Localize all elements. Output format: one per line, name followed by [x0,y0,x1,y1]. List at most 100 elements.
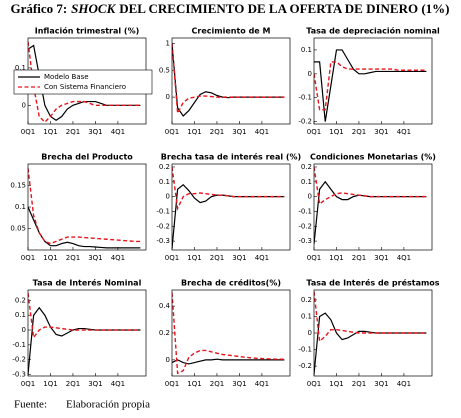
footer-label: Fuente: [14,399,47,411]
x-tick-label: 1Q1 [43,128,57,136]
y-tick-label: 0.2 [159,163,170,171]
y-tick-label: 0.1 [159,178,170,186]
y-tick-label: -0.2 [298,118,312,126]
series-line [172,43,285,117]
y-tick-label: 0.2 [301,163,312,171]
plot-frame [27,289,147,377]
x-tick-label: 1Q1 [187,380,201,388]
y-tick-label: 0 [22,101,26,109]
title-label: Gráfico 7: [11,1,68,16]
chart-title: Condiciones Monetarias (%) [310,153,436,162]
series-line [314,61,427,111]
x-tick-label: 1Q1 [187,128,201,136]
series-line [172,358,285,365]
series-line [172,43,285,116]
plot-frame [27,163,147,251]
x-tick-label: 2Q1 [352,128,366,136]
x-tick-label: 4Q1 [111,380,125,388]
series-line [314,291,427,343]
x-tick-label: 3Q1 [232,380,246,388]
plot-frame [313,37,433,125]
x-tick-label: 3Q1 [88,128,102,136]
y-tick-label: -0.1 [298,207,312,215]
y-tick-label: 0.1 [15,64,26,72]
x-tick-label: 0Q1 [307,254,321,262]
y-tick-label: -0.1 [298,346,312,354]
x-tick-label: 2Q1 [352,254,366,262]
plot-frame [313,289,433,377]
y-tick-label: 0 [308,193,312,201]
y-tick-label: 0.5 [159,66,170,74]
series-line [314,180,427,245]
y-tick-label: -0.3 [12,371,26,379]
x-tick-label: 1Q1 [329,380,343,388]
series-line [28,41,141,124]
series-line [28,306,141,375]
plot-frame [171,163,291,251]
x-tick-label: 0Q1 [21,380,35,388]
y-tick-label: 0.1 [301,46,312,54]
x-tick-label: 4Q1 [397,128,411,136]
x-tick-label: 2Q1 [66,380,80,388]
x-tick-label: 4Q1 [397,254,411,262]
x-tick-label: 4Q1 [397,380,411,388]
x-tick-label: 1Q1 [43,254,57,262]
x-tick-label: 0Q1 [165,380,179,388]
series-line [314,166,427,206]
x-tick-label: 3Q1 [88,254,102,262]
x-tick-label: 1Q1 [187,254,201,262]
y-tick-label: -0.2 [298,222,312,230]
y-tick-label: 0.2 [159,329,170,337]
x-tick-label: 3Q1 [374,254,388,262]
y-tick-label: -0.3 [298,237,312,245]
x-tick-label: 4Q1 [255,380,269,388]
y-tick-label: 0.05 [10,225,26,233]
x-tick-label: 1Q1 [329,128,343,136]
plot-frame [171,37,291,125]
x-tick-label: 4Q1 [111,254,125,262]
series-line [314,49,427,122]
title-text: DEL CRECIMIENTO DE LA OFERTA DE DINERO (… [119,1,449,16]
plot-frame [313,163,433,251]
x-tick-label: 0Q1 [307,380,321,388]
y-tick-label: 0 [308,329,312,337]
title-italic: SHOCK [71,1,116,16]
x-tick-label: 0Q1 [21,128,35,136]
y-tick-label: -0.2 [156,222,170,230]
chart-title: Tasa de Interés de préstamos [306,278,439,288]
x-tick-label: 3Q1 [88,380,102,388]
series-line [28,292,141,340]
y-tick-label: 0.1 [301,312,312,320]
series-line [28,168,141,245]
x-tick-label: 4Q1 [255,128,269,136]
x-tick-label: 0Q1 [165,254,179,262]
y-tick-label: 0.1 [15,203,26,211]
y-tick-label: 0 [166,193,170,201]
x-tick-label: 2Q1 [66,128,80,136]
x-tick-label: 2Q1 [210,128,224,136]
series-line [172,292,285,375]
x-tick-label: 3Q1 [232,254,246,262]
footer-text: Elaboración propia [66,399,150,411]
y-tick-label: 0.2 [301,296,312,304]
y-tick-label: 0.1 [301,178,312,186]
figure-title: Gráfico 7: SHOCK DEL CRECIMIENTO DE LA OFE… [11,1,450,16]
x-tick-label: 0Q1 [21,254,35,262]
x-tick-label: 3Q1 [374,380,388,388]
x-tick-label: 2Q1 [66,254,80,262]
x-tick-label: 2Q1 [210,254,224,262]
y-tick-label: -0.1 [298,94,312,102]
y-tick-label: 1 [166,39,170,47]
y-tick-label: 0 [166,93,170,101]
x-tick-label: 4Q1 [255,254,269,262]
x-tick-label: 0Q1 [307,128,321,136]
series-line [28,206,141,249]
series-line [172,166,285,211]
x-tick-label: 1Q1 [329,254,343,262]
series-line [314,312,427,375]
y-tick-label: 0 [308,70,312,78]
y-tick-label: 0.1 [15,311,26,319]
y-tick-label: -0.3 [156,237,170,245]
chart-title: Brecha del Producto [41,153,133,162]
